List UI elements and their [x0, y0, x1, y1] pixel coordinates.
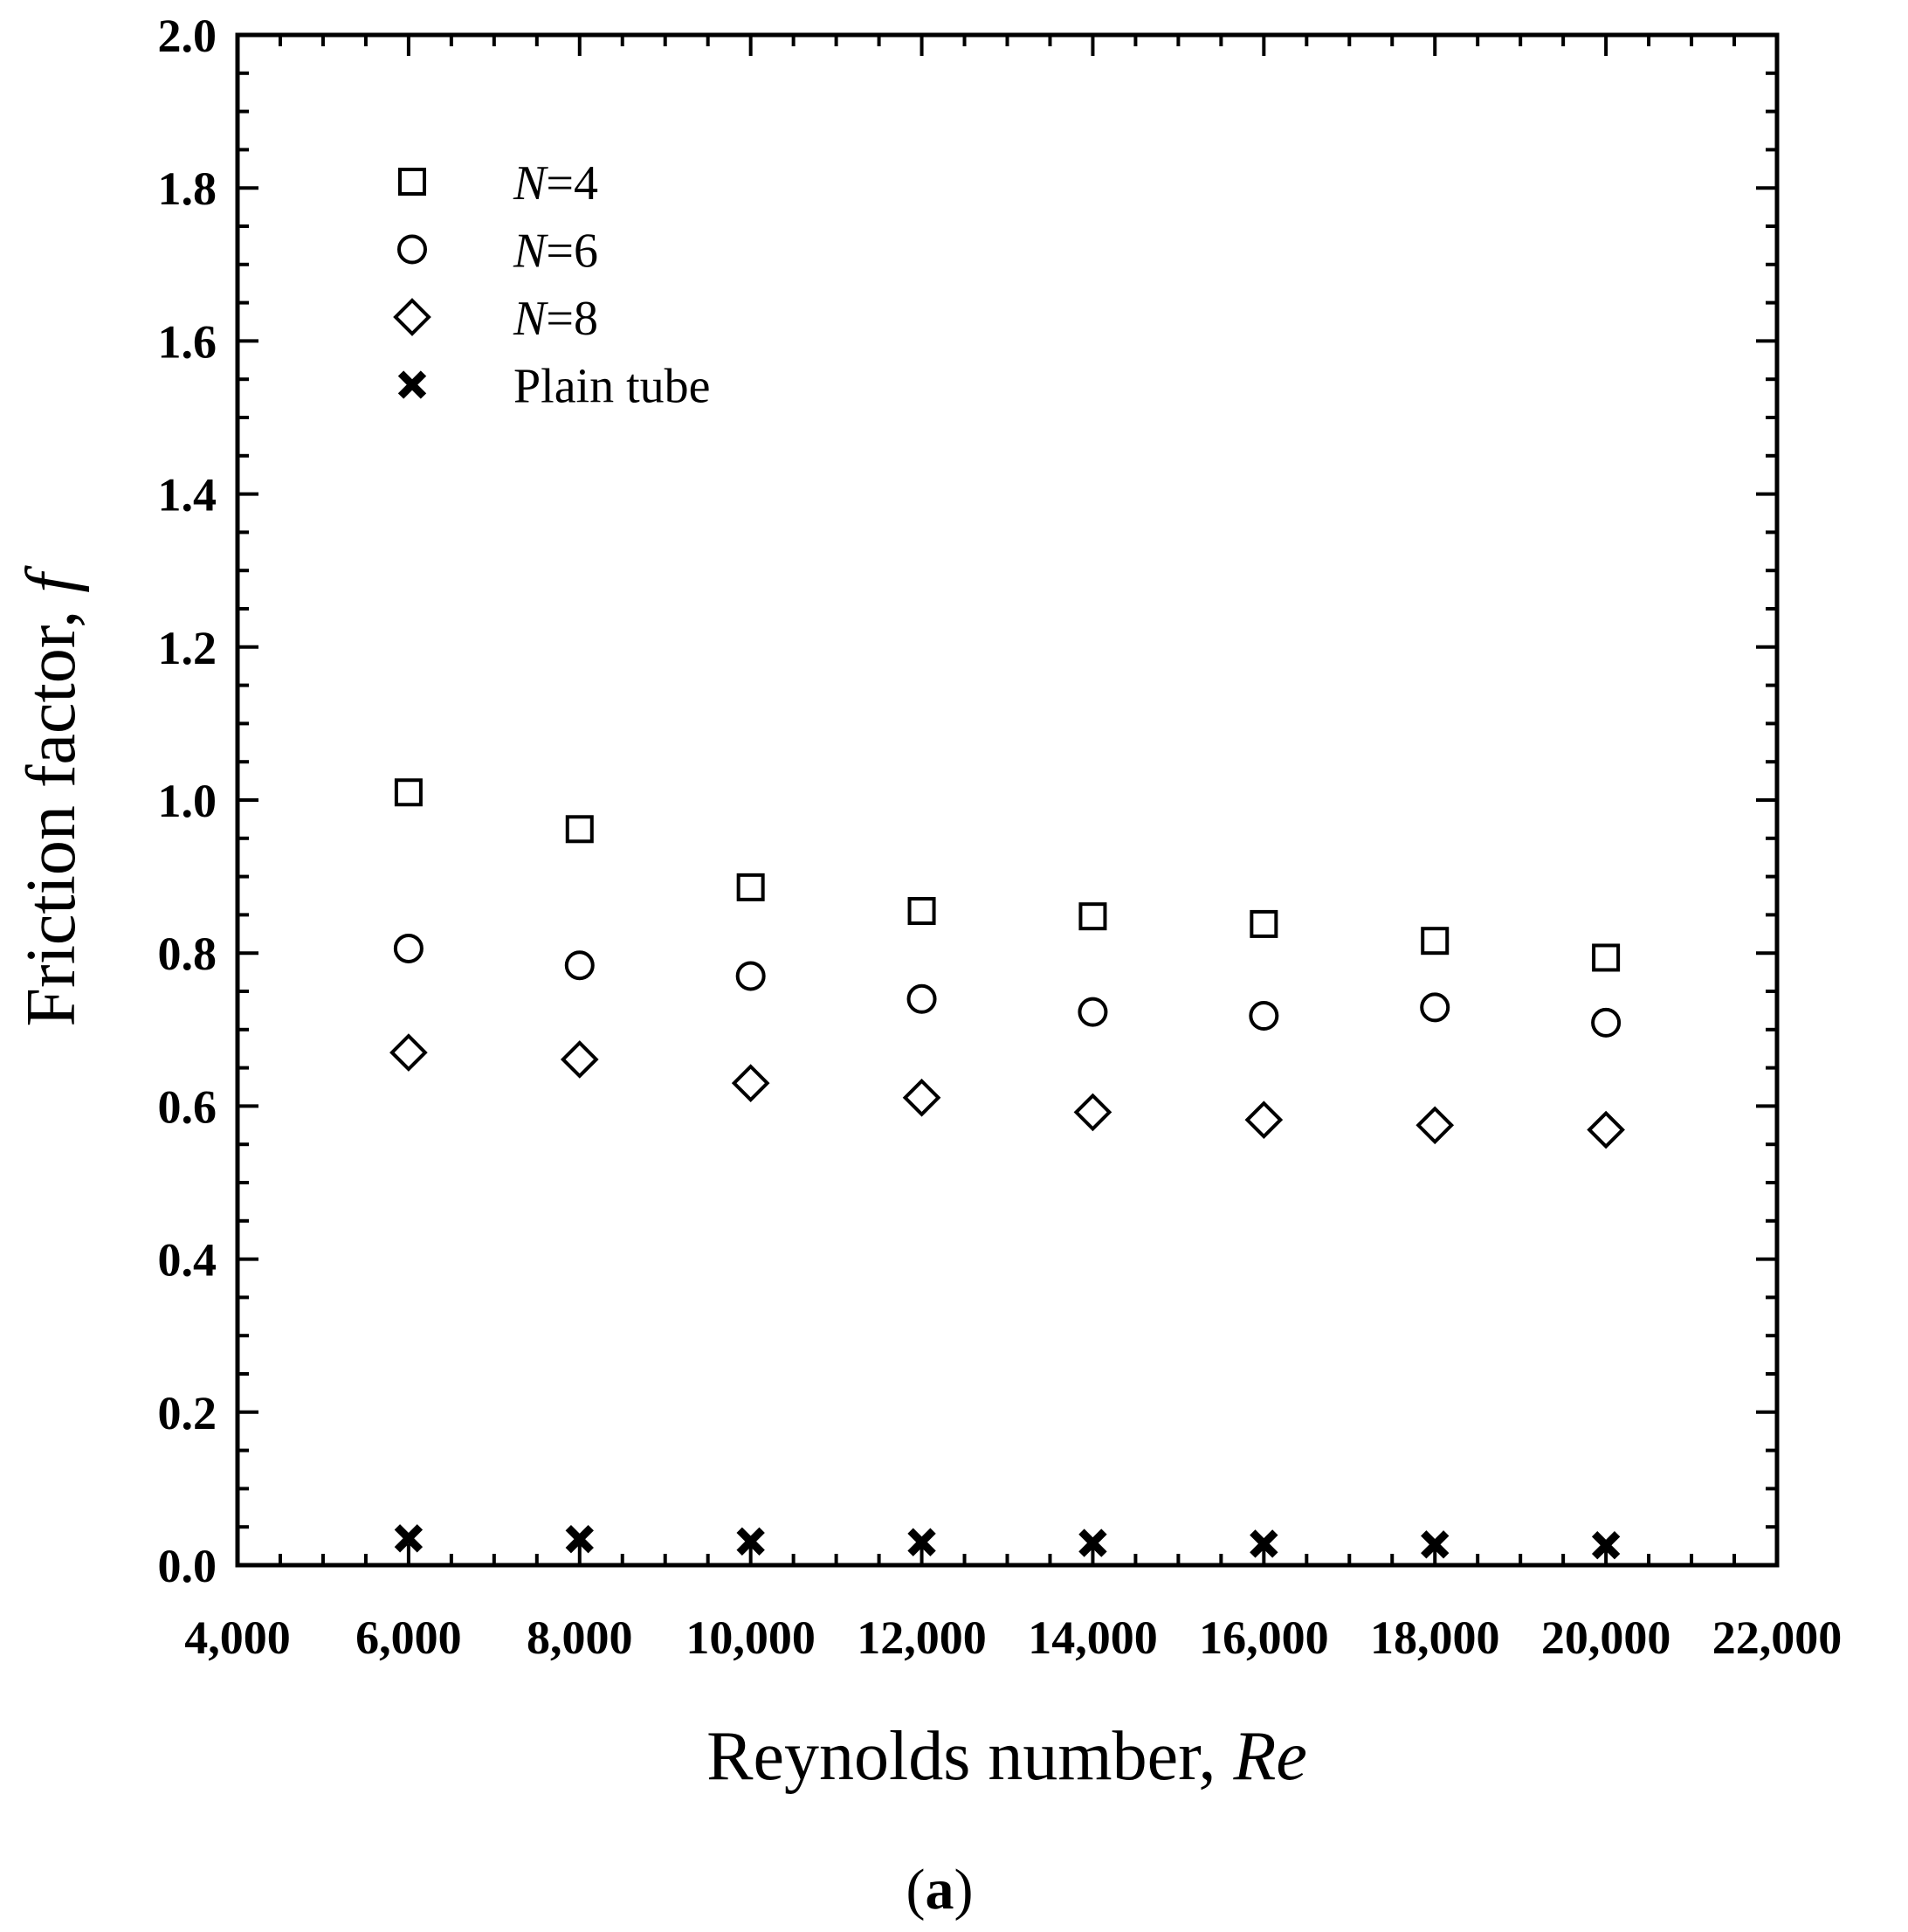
- data-point-square: [1078, 902, 1107, 931]
- y-tick-label: 0.8: [158, 928, 217, 980]
- x-tick-label: 20,000: [1541, 1611, 1671, 1664]
- legend-label-variable: N: [513, 156, 548, 210]
- data-markers: [389, 778, 1625, 1560]
- data-point-x: [736, 1527, 765, 1556]
- data-point-circle: [393, 933, 424, 963]
- y-tick-label: 1.0: [158, 775, 217, 827]
- y-tick-label: 1.2: [158, 622, 217, 674]
- data-point-diamond: [1073, 1093, 1112, 1132]
- y-axis-title: Friction factor, f: [13, 565, 90, 1027]
- legend-marker-square: [398, 168, 426, 196]
- data-point-square: [1421, 927, 1450, 956]
- plot-frame: [235, 32, 1780, 1568]
- data-point-diamond: [1244, 1101, 1284, 1139]
- panel-label: (a): [906, 1858, 974, 1922]
- x-tick-label: 18,000: [1370, 1611, 1500, 1664]
- legend-marker-diamond: [393, 298, 431, 336]
- y-tick-label: 0.2: [158, 1387, 217, 1439]
- y-tick-label: 1.8: [158, 162, 217, 215]
- legend-label-text: =4: [546, 156, 598, 210]
- data-point-diamond: [1587, 1110, 1625, 1149]
- legend-label-text: Plain tube: [513, 360, 711, 414]
- data-point-x: [1421, 1530, 1450, 1559]
- data-point-x: [907, 1528, 936, 1556]
- data-point-x: [1591, 1531, 1621, 1560]
- data-point-circle: [906, 983, 937, 1014]
- y-axis-title-variable: f: [13, 565, 90, 593]
- legend-label: N=6: [513, 224, 598, 279]
- data-point-x: [565, 1525, 594, 1554]
- x-axis-title-variable: Re: [1233, 1718, 1307, 1795]
- data-point-diamond: [902, 1078, 941, 1117]
- data-point-circle: [564, 950, 595, 981]
- data-point-x: [1250, 1529, 1278, 1558]
- data-point-circle: [735, 961, 766, 991]
- data-point-square: [736, 873, 765, 901]
- x-tick-label: 8,000: [527, 1611, 633, 1664]
- x-axis-title-text: Reynolds number,: [706, 1718, 1233, 1795]
- y-tick-label: 1.4: [158, 469, 217, 521]
- data-point-x: [394, 1524, 424, 1553]
- axis-ticks: [236, 33, 1779, 1567]
- data-point-diamond: [731, 1064, 770, 1102]
- x-tick-label: 6,000: [355, 1611, 462, 1664]
- data-point-square: [394, 778, 423, 807]
- y-tick-label: 1.6: [158, 315, 217, 368]
- data-point-circle: [1249, 1001, 1279, 1032]
- y-axis-title-text: Friction factor,: [13, 593, 90, 1027]
- x-tick-label: 14,000: [1028, 1611, 1158, 1664]
- x-tick-label: 12,000: [857, 1611, 987, 1664]
- x-axis-title: Reynolds number, Re: [706, 1718, 1307, 1795]
- legend-label: Plain tube: [513, 360, 711, 414]
- y-tick-label: 0.0: [158, 1540, 217, 1592]
- legend-label-text: =8: [546, 292, 598, 346]
- legend-label-text: =6: [546, 224, 598, 279]
- panel-label-open: (: [906, 1858, 926, 1922]
- data-point-diamond: [560, 1040, 599, 1079]
- legend-label-variable: N: [513, 292, 548, 346]
- data-point-circle: [1078, 997, 1108, 1027]
- data-point-circle: [1591, 1007, 1622, 1038]
- data-point-square: [565, 815, 594, 844]
- x-tick-label: 4,000: [184, 1611, 291, 1664]
- data-point-square: [1250, 909, 1278, 938]
- legend-marker-x: [397, 370, 427, 399]
- panel-label-close: ): [954, 1858, 974, 1922]
- y-tick-label: 2.0: [158, 10, 217, 62]
- panel-label-letter: a: [926, 1858, 954, 1922]
- y-tick-label: 0.6: [158, 1080, 217, 1133]
- data-point-diamond: [1416, 1106, 1455, 1145]
- data-point-diamond: [389, 1033, 428, 1072]
- legend-marker-circle: [397, 234, 427, 265]
- legend-label: N=8: [513, 292, 598, 346]
- x-tick-label: 10,000: [685, 1611, 816, 1664]
- axis-tick-labels: 4,000 6,000 8,000 10,000 12,000 14,000 16,000 1…: [158, 10, 1843, 1664]
- data-point-circle: [1420, 992, 1450, 1023]
- x-tick-label: 22,000: [1712, 1611, 1843, 1664]
- legend-label-variable: N: [513, 224, 548, 279]
- data-point-square: [907, 897, 936, 926]
- y-tick-label: 0.4: [158, 1234, 217, 1287]
- legend-label: N=4: [513, 156, 598, 210]
- x-tick-label: 16,000: [1199, 1611, 1329, 1664]
- data-point-x: [1078, 1528, 1107, 1557]
- data-point-square: [1592, 943, 1621, 972]
